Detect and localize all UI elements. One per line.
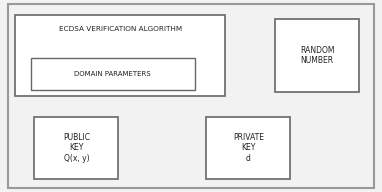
- Polygon shape: [107, 96, 134, 117]
- Polygon shape: [225, 39, 275, 53]
- Bar: [34, 117, 118, 179]
- Polygon shape: [237, 36, 264, 117]
- Bar: [31, 58, 195, 90]
- Bar: [206, 117, 290, 179]
- Bar: [15, 15, 225, 96]
- Text: RANDOM
NUMBER: RANDOM NUMBER: [300, 46, 334, 65]
- Text: PUBLIC
KEY
Q(x, y): PUBLIC KEY Q(x, y): [63, 133, 90, 163]
- Text: PRIVATE
KEY
d: PRIVATE KEY d: [233, 133, 264, 163]
- Bar: [275, 19, 359, 92]
- Polygon shape: [225, 26, 275, 40]
- Text: ECDSA VERIFICATION ALGORITHM: ECDSA VERIFICATION ALGORITHM: [59, 26, 182, 32]
- Text: DOMAIN PARAMETERS: DOMAIN PARAMETERS: [74, 71, 151, 77]
